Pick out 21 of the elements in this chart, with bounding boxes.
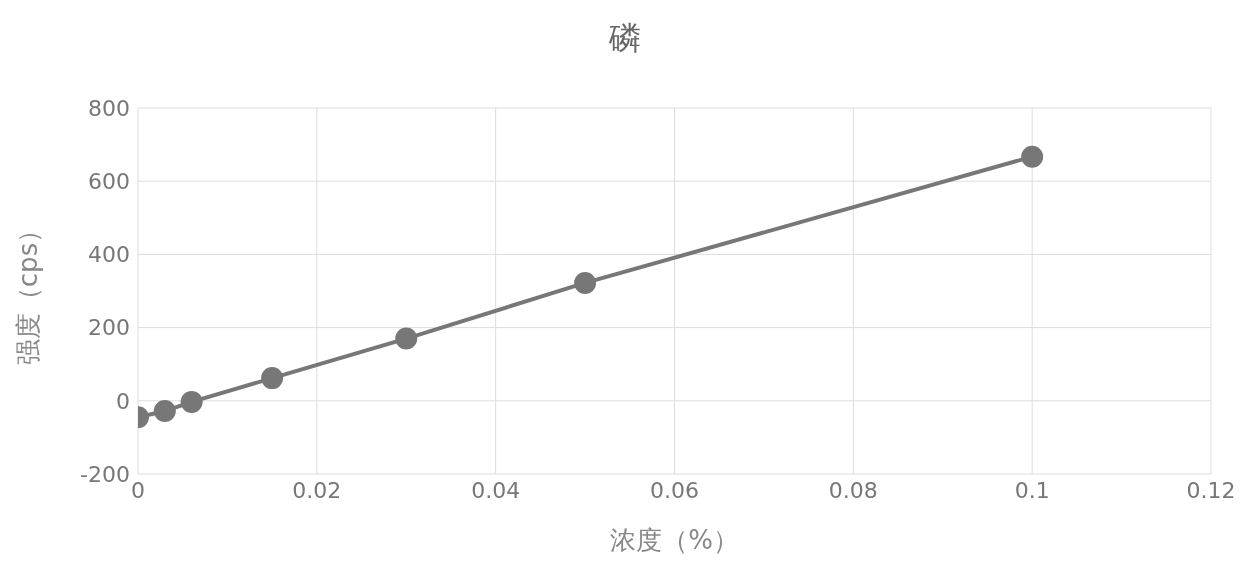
x-tick-label: 0.08 bbox=[828, 477, 878, 503]
point bbox=[1021, 145, 1044, 168]
x-tick-label: 0.1 bbox=[1014, 477, 1050, 503]
chart-title: 磷 bbox=[607, 18, 642, 59]
y-tick-label: 0 bbox=[116, 388, 130, 414]
point bbox=[395, 327, 418, 350]
x-tick-label: 0.06 bbox=[650, 477, 699, 503]
point bbox=[574, 271, 597, 294]
point bbox=[261, 367, 284, 390]
x-tick-label: 0.02 bbox=[292, 477, 342, 503]
y-tick-label: 800 bbox=[88, 95, 130, 121]
y-tick-label: 600 bbox=[88, 169, 130, 195]
x-tick-label: 0.12 bbox=[1186, 477, 1236, 503]
point bbox=[180, 390, 203, 413]
y-tick-label: 200 bbox=[88, 315, 130, 341]
y-tick-label: -200 bbox=[80, 461, 130, 487]
y-axis-title: 强度（cps） bbox=[13, 216, 44, 366]
x-tick-label: 0.04 bbox=[471, 477, 521, 503]
y-tick-label: 400 bbox=[88, 242, 130, 268]
x-axis-title: 浓度（%） bbox=[610, 525, 739, 555]
point bbox=[153, 400, 176, 423]
